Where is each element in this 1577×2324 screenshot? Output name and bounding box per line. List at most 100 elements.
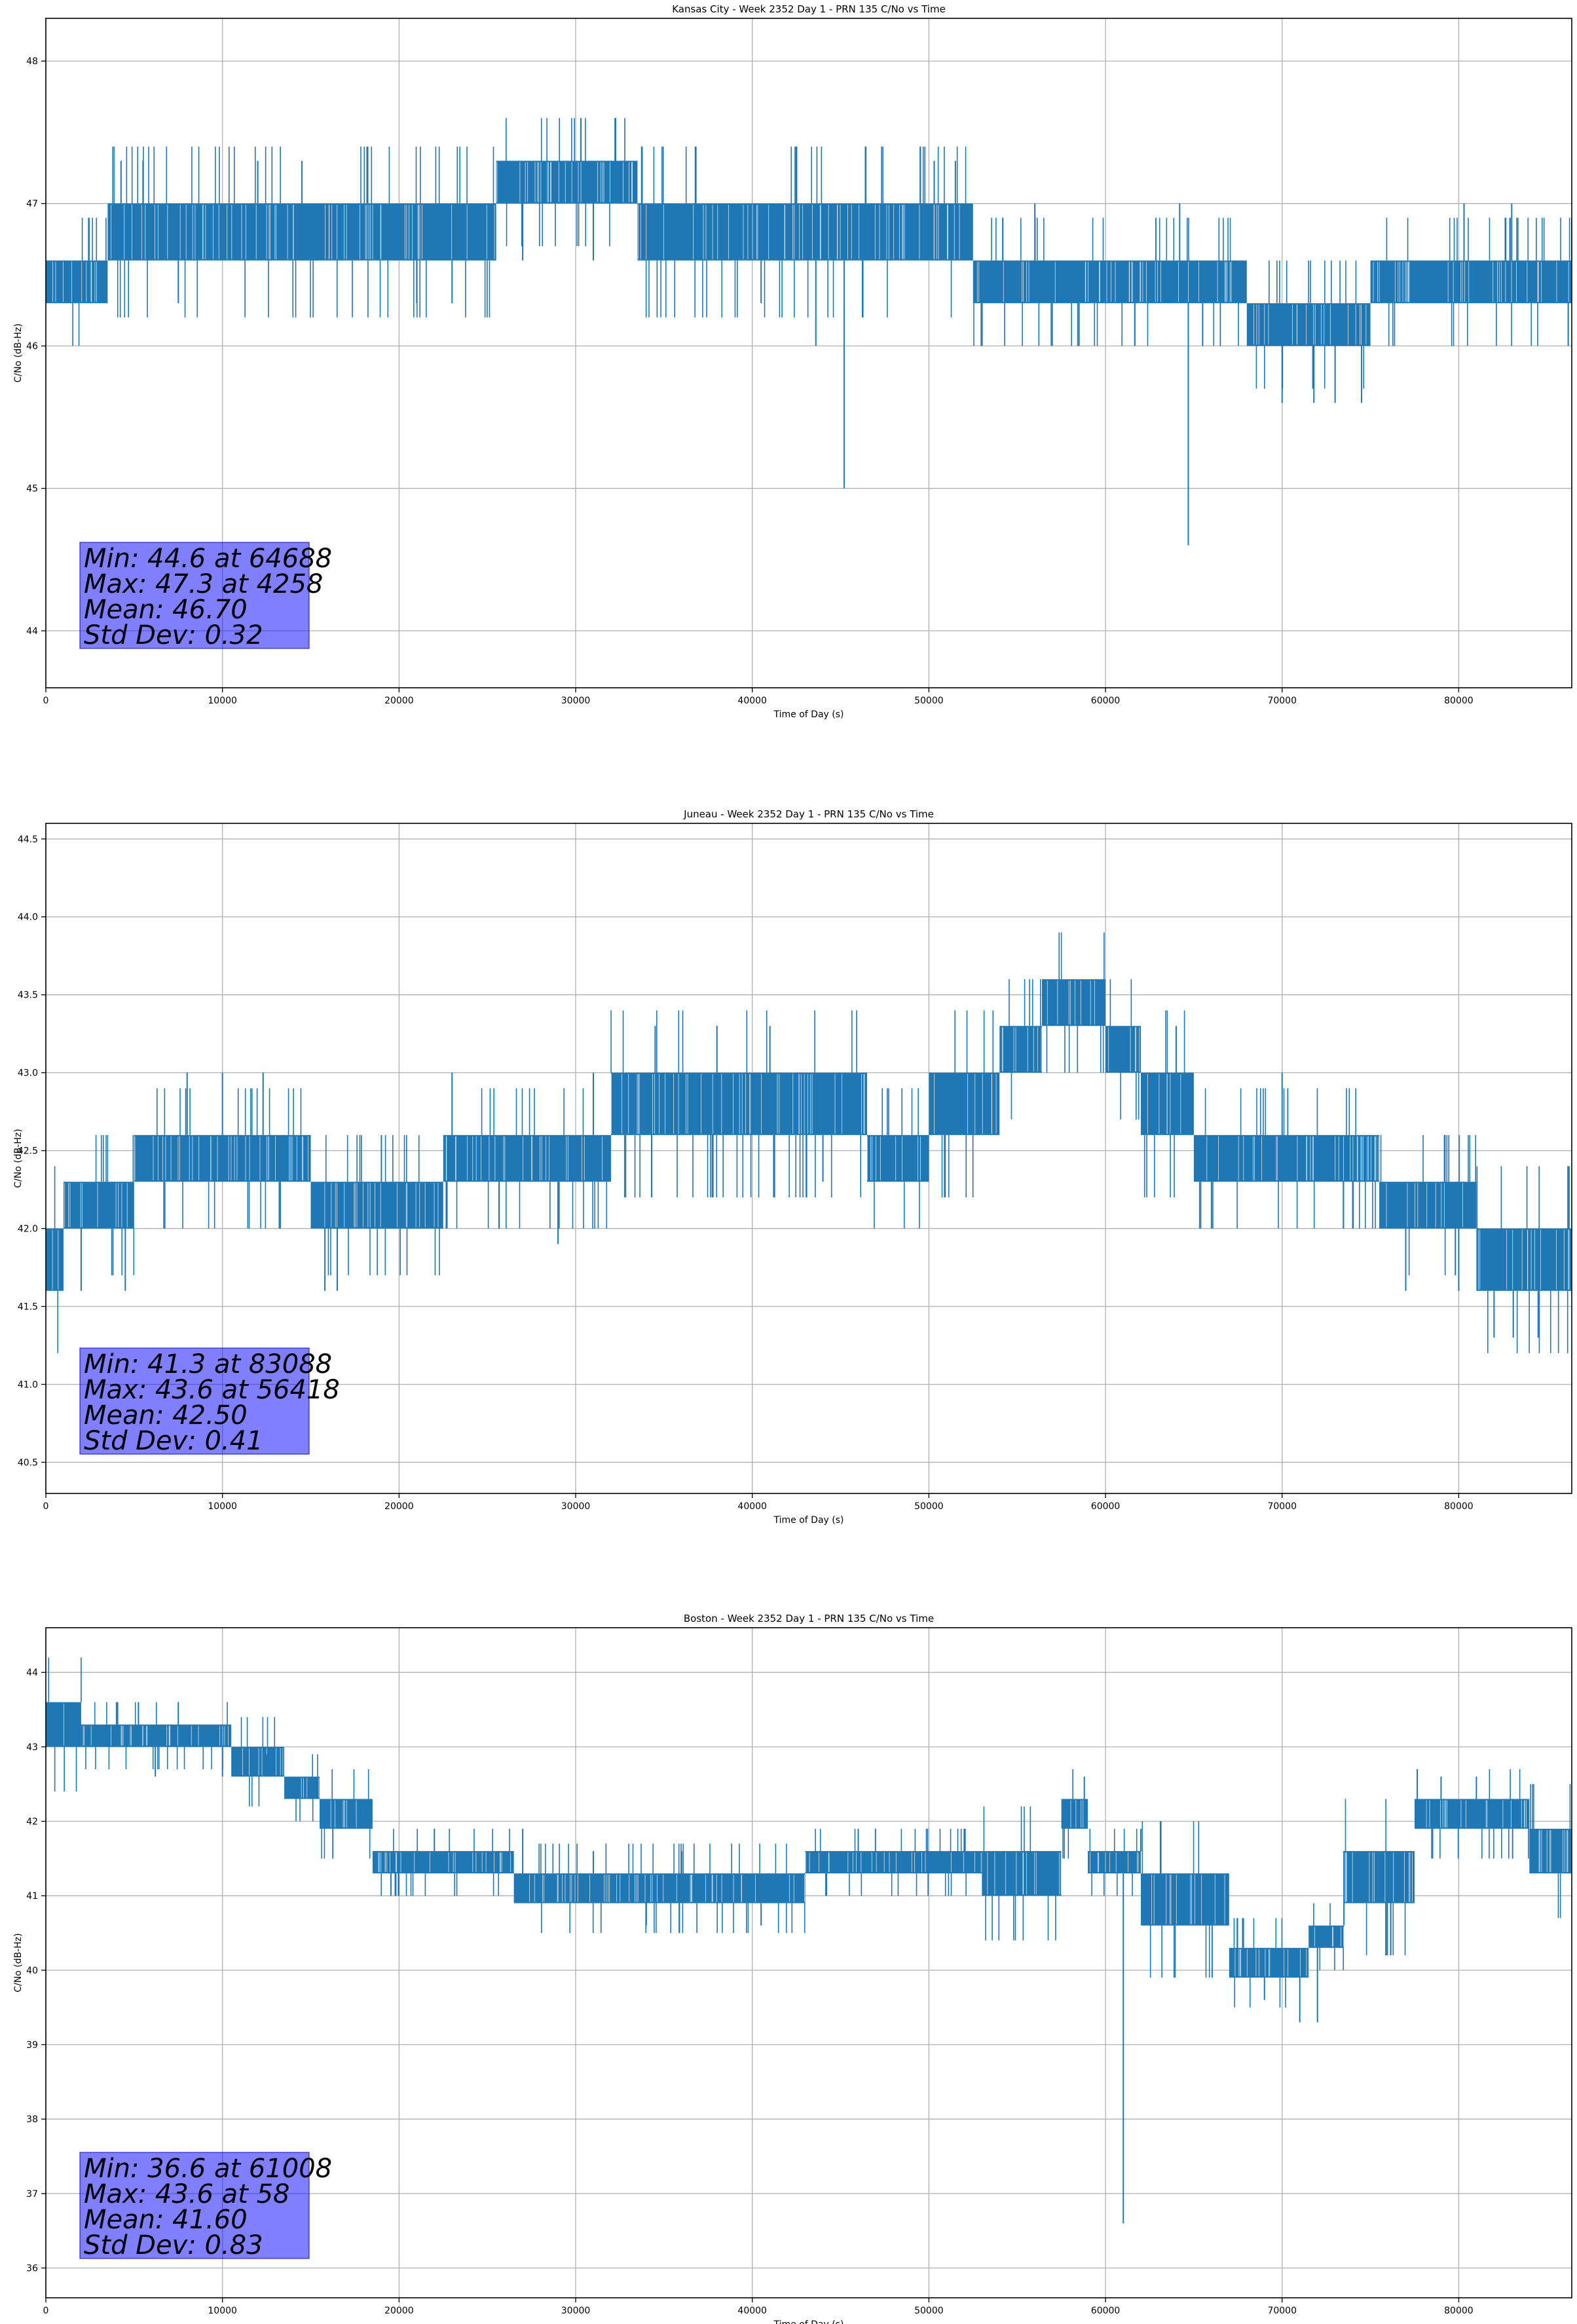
data-band: [310, 1182, 443, 1229]
chart-title: Kansas City - Week 2352 Day 1 - PRN 135 …: [672, 3, 946, 15]
data-band: [46, 260, 108, 303]
x-tick-label: 80000: [1444, 2306, 1474, 2316]
data-band: [929, 1072, 1000, 1135]
y-axis-label: C/No (dB-Hz): [13, 324, 24, 383]
y-tick-label: 48: [26, 56, 38, 67]
stats-line: Std Dev: 0.83: [84, 2230, 263, 2260]
x-tick-label: 10000: [208, 1501, 237, 1512]
x-tick-label: 70000: [1267, 1501, 1297, 1512]
y-axis-label: C/No (dB-Hz): [13, 1933, 24, 1992]
stats-box: [79, 542, 310, 649]
x-tick-label: 70000: [1267, 696, 1297, 706]
data-band: [1414, 1799, 1530, 1829]
x-tick-label: 30000: [561, 2306, 591, 2316]
x-tick-label: 0: [43, 696, 49, 706]
y-tick-label: 43.5: [18, 990, 38, 1001]
x-tick-label: 80000: [1444, 696, 1474, 706]
stats-line: Min: 44.6 at 64688: [84, 544, 332, 574]
x-tick-label: 40000: [737, 2306, 767, 2316]
x-axis-label: Time of Day (s): [773, 709, 844, 720]
stats-line: Mean: 42.50: [84, 1400, 248, 1431]
data-band: [1193, 1134, 1380, 1182]
x-tick-label: 70000: [1267, 2306, 1297, 2316]
y-tick-label: 39: [26, 2040, 38, 2051]
data-band: [1041, 979, 1106, 1026]
stats-line: Mean: 41.60: [84, 2205, 248, 2235]
data-band: [973, 260, 1247, 303]
x-tick-label: 30000: [561, 1501, 591, 1512]
axes-frame: [45, 1627, 1572, 2298]
y-tick-label: 38: [26, 2114, 38, 2125]
y-tick-label: 37: [26, 2189, 38, 2200]
y-tick-label: 47: [26, 199, 38, 210]
y-tick-label: 41: [26, 1891, 38, 1902]
y-tick-label: 42: [26, 1817, 38, 1827]
data-band: [81, 1724, 232, 1747]
x-tick-label: 0: [43, 2306, 49, 2316]
data-band: [1061, 1799, 1088, 1829]
x-tick-label: 20000: [384, 2306, 414, 2316]
y-tick-label: 40: [26, 1966, 38, 1976]
x-axis-label: Time of Day (s): [773, 1515, 844, 1526]
data-band: [866, 1134, 929, 1182]
x-tick-label: 0: [43, 1501, 49, 1512]
x-axis-label: Time of Day (s): [773, 2319, 844, 2324]
data-band: [610, 1072, 867, 1135]
x-tick-label: 40000: [737, 696, 767, 706]
x-tick-label: 10000: [208, 696, 237, 706]
axes-frame: [45, 823, 1572, 1494]
x-tick-label: 20000: [384, 1501, 414, 1512]
stats-line: Min: 41.3 at 83088: [84, 1349, 332, 1379]
data-band: [231, 1746, 285, 1777]
x-tick-label: 10000: [208, 2306, 237, 2316]
chart-title: Boston - Week 2352 Day 1 - PRN 135 C/No …: [684, 1613, 934, 1624]
stats-line: Min: 36.6 at 61008: [84, 2154, 332, 2184]
y-axis-label: C/No (dB-Hz): [13, 1129, 24, 1188]
data-band: [496, 160, 638, 204]
stats-line: Max: 43.6 at 58: [84, 2179, 289, 2209]
y-tick-label: 42.0: [18, 1224, 38, 1235]
chart-panel: 0 10000 20000 30000 40000 50000 60000 70000 8000…: [13, 808, 1572, 1526]
y-tick-label: 40.5: [18, 1457, 38, 1468]
chart-title: Juneau - Week 2352 Day 1 - PRN 135 C/No …: [683, 808, 934, 820]
y-tick-label: 44: [26, 1668, 38, 1678]
y-tick-label: 44: [26, 626, 38, 637]
data-band: [1308, 1925, 1345, 1948]
axes-frame: [45, 18, 1572, 688]
data-band: [1344, 1851, 1415, 1903]
y-tick-label: 44.5: [18, 834, 38, 845]
y-tick-label: 36: [26, 2264, 38, 2274]
data-band: [1105, 1026, 1141, 1073]
stats-line: Max: 43.6 at 56418: [84, 1375, 340, 1405]
data-band: [805, 1851, 982, 1874]
data-band: [46, 1702, 81, 1747]
data-band: [1246, 303, 1371, 347]
y-tick-label: 43.0: [18, 1068, 38, 1079]
data-band: [1088, 1851, 1141, 1874]
stats-box: [79, 2152, 310, 2259]
data-band: [107, 203, 496, 261]
data-band: [134, 1134, 311, 1182]
y-tick-label: 42.5: [18, 1146, 38, 1157]
y-tick-label: 43: [26, 1742, 38, 1753]
x-tick-label: 50000: [914, 696, 944, 706]
chart-panel: 0 10000 20000 30000 40000 50000 60000 70000 8000…: [13, 1613, 1572, 2324]
data-band: [513, 1873, 806, 1903]
stats-line: Std Dev: 0.41: [84, 1426, 263, 1456]
data-band: [999, 1026, 1042, 1073]
x-tick-label: 60000: [1091, 696, 1121, 706]
data-band: [319, 1799, 373, 1829]
data-band: [284, 1776, 320, 1799]
x-tick-label: 30000: [561, 696, 591, 706]
data-band: [46, 1228, 64, 1291]
data-band: [1476, 1228, 1572, 1291]
x-tick-label: 50000: [914, 2306, 944, 2316]
stats-box: [79, 1347, 310, 1455]
y-tick-label: 46: [26, 341, 38, 352]
x-tick-label: 40000: [737, 1501, 767, 1512]
data-band: [982, 1851, 1062, 1896]
data-band: [372, 1851, 514, 1874]
stats-line: Std Dev: 0.32: [84, 620, 263, 650]
data-band: [1140, 1873, 1229, 1926]
